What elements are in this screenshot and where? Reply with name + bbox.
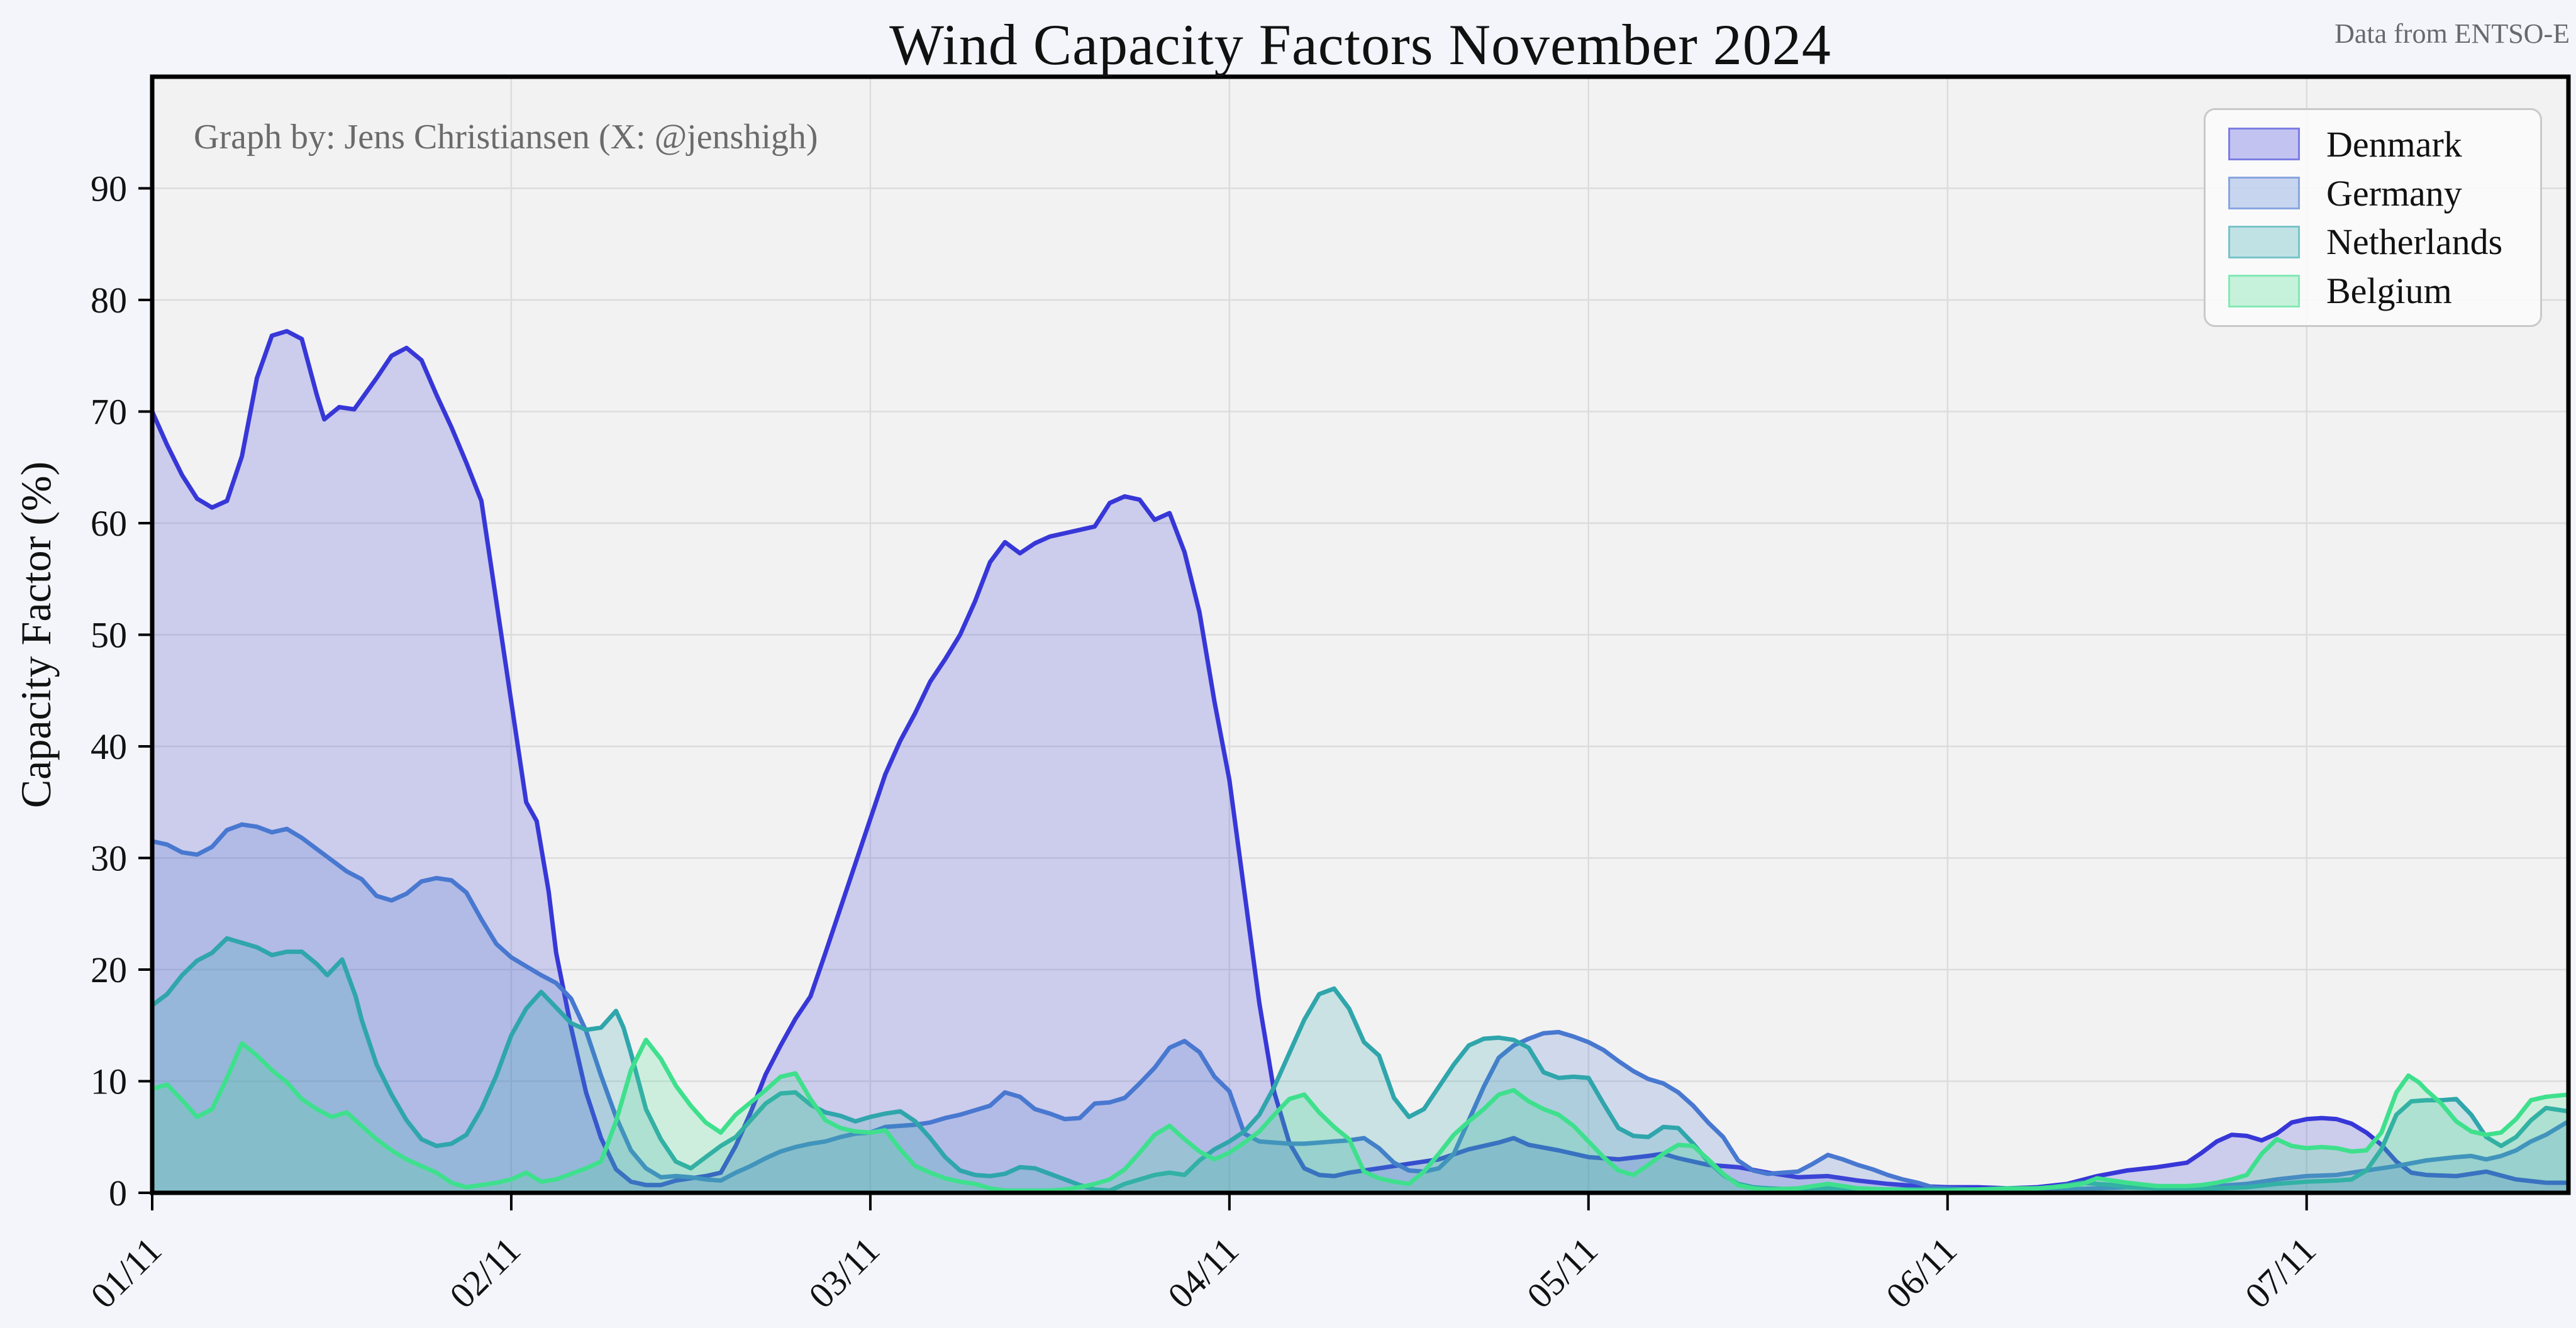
y-tick-label: 80: [91, 280, 127, 321]
legend-item-belgium: Belgium: [2228, 270, 2540, 312]
netherlands-swatch-icon: [2228, 225, 2300, 258]
y-tick-label: 10: [91, 1061, 127, 1102]
x-tick-label: 04/11: [1160, 1229, 1246, 1316]
legend-item-denmark: Denmark: [2228, 123, 2540, 165]
x-tick-label: 02/11: [441, 1229, 528, 1316]
y-tick-label: 40: [91, 726, 127, 767]
page-title: Wind Capacity Factors November 2024: [889, 13, 1831, 77]
y-tick-label: 20: [91, 949, 127, 990]
series-denmark-line: [150, 329, 2571, 1191]
series-belgium-area: [152, 1039, 2568, 1193]
legend: Denmark Germany Netherlands Belgium: [2204, 108, 2542, 327]
germany-swatch-icon: [2228, 177, 2300, 210]
x-tick-label: 07/11: [2237, 1229, 2324, 1316]
data-source-credit: Data from ENTSO-E: [2334, 18, 2570, 49]
legend-item-germany: Germany: [2228, 172, 2540, 214]
x-tick-label: 03/11: [801, 1229, 887, 1316]
y-tick-label: 60: [91, 503, 127, 544]
y-tick-label: 30: [91, 838, 127, 879]
y-tick-label: 70: [91, 392, 127, 433]
legend-item-netherlands: Netherlands: [2228, 221, 2540, 263]
denmark-swatch-icon: [2228, 128, 2300, 161]
y-tick-label: 50: [91, 615, 127, 656]
legend-label: Belgium: [2326, 270, 2452, 312]
y-tick-label: 0: [109, 1173, 127, 1214]
legend-label: Netherlands: [2326, 221, 2503, 263]
legend-label: Germany: [2326, 172, 2462, 214]
x-tick-label: 05/11: [1519, 1229, 1606, 1316]
series-belgium-line: [150, 1038, 2571, 1193]
series-denmark-area: [152, 331, 2568, 1193]
y-axis-label: Capacity Factor (%): [12, 462, 60, 808]
y-tick-label: 90: [91, 169, 127, 209]
x-tick-label: 01/11: [82, 1229, 169, 1316]
belgium-swatch-icon: [2228, 274, 2300, 307]
series-germany-area: [152, 824, 2568, 1193]
series-netherlands-area: [152, 938, 2568, 1193]
author-annotation: Graph by: Jens Christiansen (X: @jenshig…: [194, 118, 818, 157]
x-tick-label: 06/11: [1878, 1229, 1965, 1316]
legend-label: Denmark: [2326, 123, 2462, 165]
